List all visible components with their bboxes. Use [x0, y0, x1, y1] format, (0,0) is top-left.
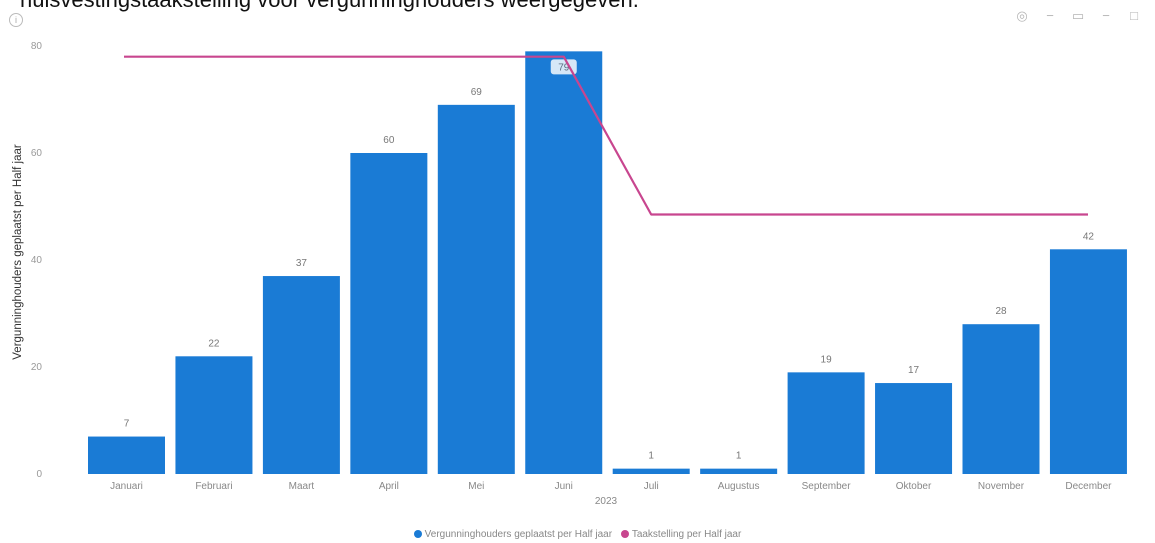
- filter-icon[interactable]: ▭: [1071, 8, 1085, 23]
- legend-label-bars: Vergunninghouders geplaatst per Half jaa…: [424, 529, 613, 540]
- y-tick-label-1: 20: [31, 362, 43, 373]
- x-tick-label-april: April: [379, 481, 399, 492]
- bar-september[interactable]: [787, 372, 865, 474]
- y-tick-label-0: 0: [36, 469, 42, 480]
- x-tick-label-oktober: Oktober: [896, 481, 932, 492]
- bar-juni[interactable]: [525, 51, 603, 474]
- x-tick-label-mei: Mei: [468, 481, 484, 492]
- y-tick-label-4: 80: [31, 41, 43, 52]
- x-tick-label-februari: Februari: [195, 481, 232, 492]
- legend-item-line[interactable]: Taakstelling per Half jaar: [620, 529, 742, 540]
- bar-januari[interactable]: [88, 436, 165, 474]
- bar-value-label-september: 19: [821, 354, 833, 365]
- legend-dot-bars: [413, 530, 422, 538]
- bar-augustus[interactable]: [700, 468, 778, 474]
- y-tick-label-3: 60: [31, 148, 43, 159]
- visual-toolbar: ◎ − ▭ − □: [1015, 8, 1141, 24]
- bar-november[interactable]: [962, 324, 1040, 474]
- legend: Vergunninghouders geplaatst per Half jaa…: [0, 529, 1155, 540]
- more-icon[interactable]: □: [1130, 8, 1138, 23]
- x-tick-label-december: December: [1065, 481, 1112, 492]
- bars: [88, 51, 1127, 474]
- bar-juli[interactable]: [612, 468, 690, 474]
- bar-februari[interactable]: [175, 356, 253, 474]
- bar-value-label-oktober: 17: [908, 365, 920, 376]
- target-line-path[interactable]: [124, 55, 1088, 216]
- bar-value-label-december: 42: [1083, 231, 1095, 242]
- x-tick-label-januari: Januari: [110, 481, 143, 492]
- bar-value-label-april: 60: [383, 135, 395, 146]
- x-axis-ticks: Januari Februari Maart April Mei Juni Juli Augu…: [110, 481, 1112, 492]
- y-axis-ticks: 0 20 40 60 80: [31, 41, 43, 480]
- x-axis-title: 2023: [594, 496, 618, 507]
- bar-value-label-februari: 22: [208, 338, 220, 349]
- bar-april[interactable]: [350, 153, 428, 474]
- bar-value-label-augustus: 1: [736, 451, 742, 462]
- bar-value-label-november: 28: [995, 306, 1007, 317]
- bar-maart[interactable]: [262, 276, 340, 474]
- bar-mei[interactable]: [437, 104, 515, 474]
- bar-value-label-juni: 79: [558, 62, 570, 73]
- y-tick-label-2: 40: [31, 255, 43, 266]
- info-icon[interactable]: i: [9, 13, 23, 27]
- x-tick-label-maart: Maart: [289, 481, 315, 492]
- x-tick-label-juni: Juni: [555, 481, 573, 492]
- bar-value-label-juli: 1: [648, 451, 654, 462]
- bar-data-labels: 7 22 37 60 69 79 1 1 19 17 28 42: [124, 59, 1095, 462]
- bar-value-label-januari: 7: [124, 419, 130, 430]
- x-tick-label-juli: Juli: [644, 481, 659, 492]
- bar-value-label-mei: 69: [471, 87, 483, 98]
- x-tick-label-november: November: [978, 481, 1025, 492]
- caption-text: huisvestingstaakstelling voor vergunning…: [20, 0, 639, 13]
- copy-icon[interactable]: −: [1046, 8, 1054, 23]
- bar-oktober[interactable]: [875, 383, 953, 474]
- focus-icon[interactable]: −: [1102, 8, 1110, 23]
- legend-label-line: Taakstelling per Half jaar: [631, 529, 742, 540]
- x-tick-label-augustus: Augustus: [718, 481, 760, 492]
- legend-dot-line: [620, 530, 629, 538]
- bar-december[interactable]: [1049, 249, 1127, 474]
- legend-item-bars[interactable]: Vergunninghouders geplaatst per Half jaa…: [413, 529, 613, 540]
- x-tick-label-september: September: [802, 481, 852, 492]
- pin-icon[interactable]: ◎: [1016, 8, 1028, 23]
- y-axis-title: Vergunninghouders geplaatst per Half jaa…: [12, 144, 24, 360]
- target-line: [124, 55, 1088, 216]
- bar-value-label-maart: 37: [296, 258, 308, 269]
